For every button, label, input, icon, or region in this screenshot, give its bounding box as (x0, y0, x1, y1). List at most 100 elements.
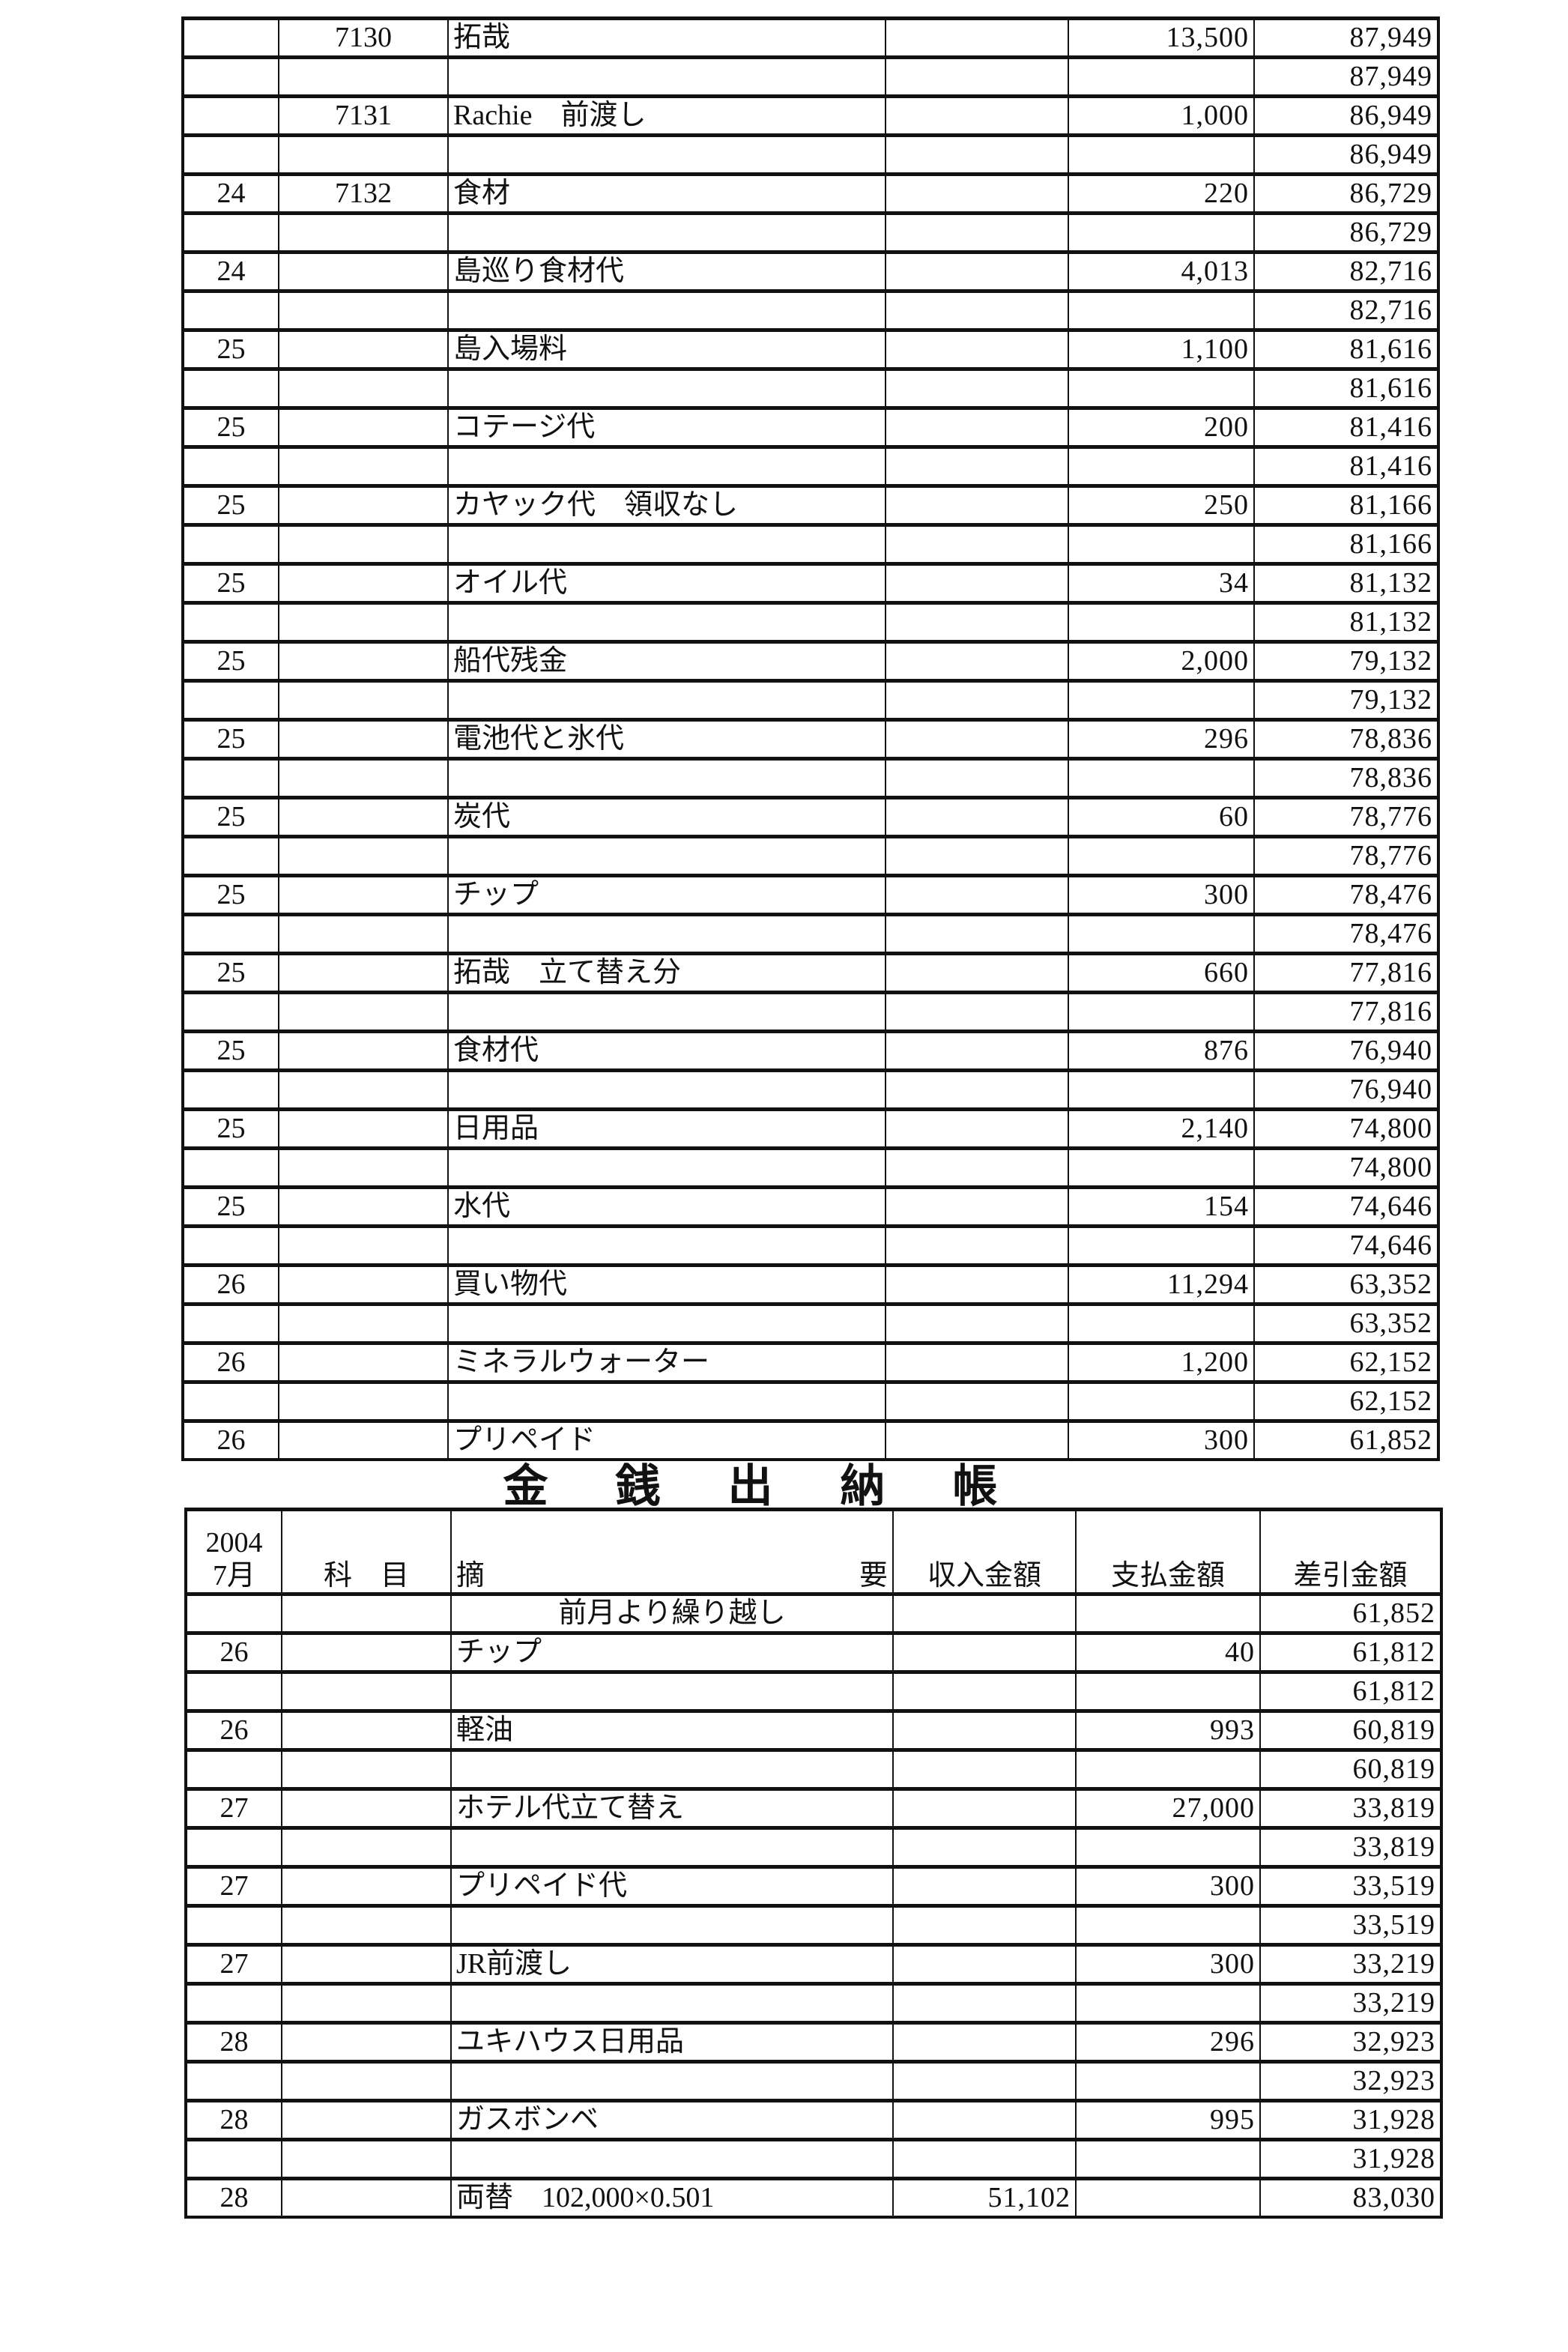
income-cell (885, 1342, 1069, 1383)
description-cell (447, 835, 886, 877)
income-cell (892, 1866, 1077, 1907)
income-cell (885, 17, 1069, 58)
income-cell (885, 874, 1069, 916)
table-row: 25 電池代と氷代 296 78,836 (182, 719, 1439, 760)
subject-cell (281, 1710, 452, 1751)
date-cell: 26 (182, 1264, 279, 1305)
subject-cell (278, 251, 449, 292)
date-cell (185, 2138, 282, 2180)
description-cell (447, 368, 886, 409)
table-row: 61,812 (185, 1671, 1442, 1712)
income-cell (892, 1710, 1077, 1751)
ledger-table-continued: 7130 拓哉 13,500 87,949 87,949 7131 Rachie 前渡し 1,… (181, 16, 1440, 1461)
date-cell: 26 (185, 1632, 282, 1673)
subject-cell (278, 1420, 449, 1460)
payment-cell (1068, 680, 1255, 721)
description-cell (447, 1147, 886, 1188)
income-cell (885, 368, 1069, 409)
date-cell: 25 (182, 1108, 279, 1149)
income-cell (892, 1827, 1077, 1868)
date-cell: 25 (182, 796, 279, 838)
header-income: 収入金額 (892, 1508, 1077, 1595)
income-cell (885, 719, 1069, 760)
table-row: 32,923 (185, 2061, 1442, 2102)
payment-cell (1068, 1303, 1255, 1344)
income-cell (892, 2138, 1077, 2180)
subject-cell (281, 1632, 452, 1673)
balance-cell: 74,646 (1253, 1225, 1439, 1266)
description-cell: ユキハウス日用品 (450, 2022, 894, 2063)
subject-cell (278, 1108, 449, 1149)
table-row: 28 両替 102,000×0.501 51,102 83,030 (185, 2177, 1442, 2218)
payment-cell: 60 (1068, 796, 1255, 838)
description-cell: ガスボンベ (450, 2099, 894, 2141)
balance-cell: 31,928 (1259, 2099, 1442, 2141)
balance-cell: 31,928 (1259, 2138, 1442, 2180)
description-cell: 食材代 (447, 1030, 886, 1071)
balance-cell: 87,949 (1253, 56, 1439, 97)
table-row: 28 ユキハウス日用品 296 32,923 (185, 2022, 1442, 2063)
payment-cell (1068, 368, 1255, 409)
description-cell: 買い物代 (447, 1264, 886, 1305)
date-cell: 25 (182, 407, 279, 448)
income-cell (885, 1108, 1069, 1149)
table-row: 86,949 (182, 134, 1439, 175)
description-cell: ホテル代立て替え (450, 1788, 894, 1829)
description-cell: プリペイド代 (450, 1866, 894, 1907)
subject-cell (278, 952, 449, 994)
header-date: 2004 7月 (185, 1508, 282, 1595)
description-cell: 拓哉 立て替え分 (447, 952, 886, 994)
date-cell: 25 (182, 485, 279, 526)
date-cell: 25 (182, 1030, 279, 1071)
subject-cell (281, 1866, 452, 1907)
payment-cell (1075, 2177, 1261, 2218)
payment-cell (1068, 56, 1255, 97)
balance-cell: 78,836 (1253, 719, 1439, 760)
date-cell: 26 (182, 1420, 279, 1460)
table-row: 26 プリペイド 300 61,852 (182, 1420, 1439, 1460)
balance-cell: 81,416 (1253, 407, 1439, 448)
income-cell (885, 952, 1069, 994)
income-cell (885, 212, 1069, 253)
income-cell (892, 1983, 1077, 2024)
date-cell (182, 1303, 279, 1344)
date-cell: 27 (185, 1866, 282, 1907)
balance-cell: 81,166 (1253, 485, 1439, 526)
balance-cell: 86,949 (1253, 95, 1439, 136)
table-row: 7131 Rachie 前渡し 1,000 86,949 (182, 95, 1439, 136)
table-row: 27 ホテル代立て替え 27,000 33,819 (185, 1788, 1442, 1829)
description-cell (450, 1827, 894, 1868)
table-row: 63,352 (182, 1303, 1439, 1344)
income-cell (885, 991, 1069, 1033)
balance-cell: 74,800 (1253, 1147, 1439, 1188)
income-cell (885, 1186, 1069, 1227)
table-row: 27 JR前渡し 300 33,219 (185, 1944, 1442, 1985)
income-cell (885, 1381, 1069, 1422)
date-cell: 25 (182, 1186, 279, 1227)
subject-cell (278, 1303, 449, 1344)
balance-cell: 63,352 (1253, 1264, 1439, 1305)
ledger-table: 2004 7月 科 目 摘要 収入金額 支払金額 差引金額 前月より繰り越し 61… (184, 1508, 1443, 2219)
income-cell (885, 913, 1069, 955)
payment-cell: 300 (1068, 874, 1255, 916)
table-row: 77,816 (182, 991, 1439, 1033)
income-cell (885, 329, 1069, 370)
balance-cell: 60,819 (1259, 1749, 1442, 1790)
description-cell (447, 212, 886, 253)
date-cell: 25 (182, 874, 279, 916)
balance-cell: 33,819 (1259, 1788, 1442, 1829)
date-cell (182, 602, 279, 643)
balance-cell: 81,616 (1253, 368, 1439, 409)
income-cell (892, 1944, 1077, 1985)
balance-cell: 78,476 (1253, 913, 1439, 955)
income-cell (885, 251, 1069, 292)
description-cell (447, 524, 886, 565)
income-cell (885, 407, 1069, 448)
balance-cell: 78,776 (1253, 796, 1439, 838)
payment-cell: 296 (1075, 2022, 1261, 2063)
payment-cell: 995 (1075, 2099, 1261, 2141)
date-cell (182, 446, 279, 487)
header-desc-right: 要 (859, 1560, 888, 1591)
payment-cell: 154 (1068, 1186, 1255, 1227)
income-cell: 51,102 (892, 2177, 1077, 2218)
